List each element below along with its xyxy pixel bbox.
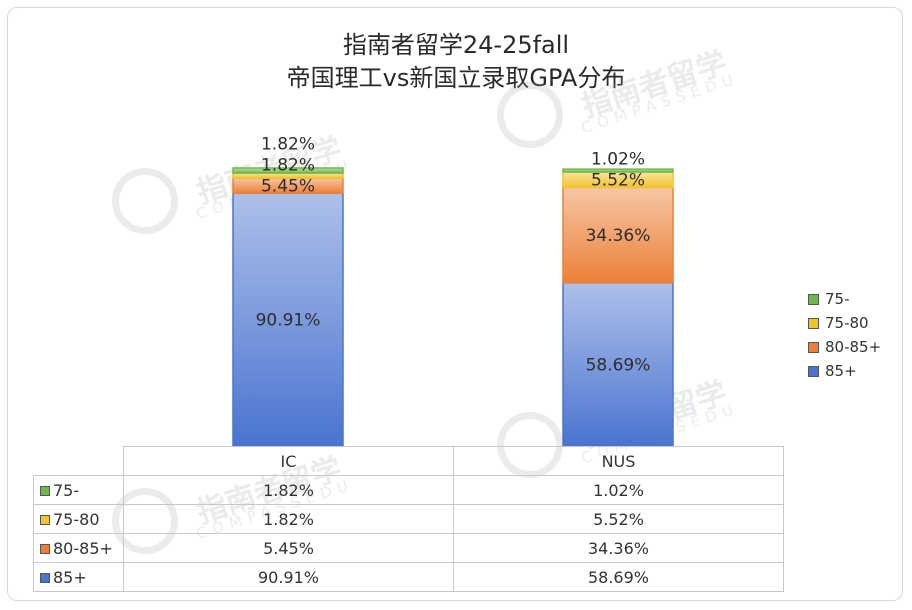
data-label-ic-1: 5.45% <box>261 177 315 197</box>
legend-item: 75- <box>808 287 881 311</box>
data-table: IC NUS 75- 1.82% 1.02% 75-80 1.82% 5.52% 80-85… <box>33 446 784 592</box>
table-cell-ic: 5.45% <box>123 533 454 563</box>
legend-item: 80-85+ <box>808 335 881 359</box>
table-cell-nus: 5.52% <box>453 504 784 534</box>
bar-segment-nus-1 <box>562 186 674 284</box>
chart-legend: 75- 75-80 80-85+ 85+ <box>808 287 881 383</box>
data-label-nus-0: 58.69% <box>586 355 651 375</box>
table-row-header: 80-85+ <box>33 533 124 563</box>
table-cell-nus: 34.36% <box>453 533 784 563</box>
legend-label: 80-85+ <box>825 338 882 356</box>
data-label-nus-2: 5.52% <box>591 171 645 191</box>
chart-title-line-1: 指南者留学24-25fall <box>342 31 570 59</box>
table-row-swatch <box>40 544 50 554</box>
table-row-label: 80-85+ <box>53 538 113 558</box>
table-cell-ic: 1.82% <box>123 475 454 505</box>
legend-swatch <box>808 341 819 353</box>
table-row-swatch <box>40 515 50 525</box>
table-cell-ic: 90.91% <box>123 562 454 592</box>
legend-label: 75- <box>825 290 850 308</box>
bar-segment-ic-0 <box>232 192 344 447</box>
table-row: 85+ 90.91% 58.69% <box>33 562 784 592</box>
table-row-header: 75-80 <box>33 504 124 534</box>
table-cell-nus: 1.02% <box>453 475 784 505</box>
table-cell-ic: 1.82% <box>123 504 454 534</box>
table-row-swatch <box>40 486 50 496</box>
table-row-label: 75-80 <box>53 509 100 529</box>
table-col-header-nus: NUS <box>453 446 784 476</box>
table-row-label: 85+ <box>53 567 87 587</box>
chart-title-line-2: 帝国理工vs新国立录取GPA分布 <box>286 64 626 92</box>
data-label-nus-3: 1.02% <box>591 150 645 170</box>
table-col-header-ic: IC <box>123 446 454 476</box>
legend-item: 75-80 <box>808 311 881 335</box>
table-row-header: 75- <box>33 475 124 505</box>
legend-label: 75-80 <box>825 314 869 332</box>
table-row: 75- 1.82% 1.02% <box>33 475 784 505</box>
table-row: 75-80 1.82% 5.52% <box>33 504 784 534</box>
table-row: 80-85+ 5.45% 34.36% <box>33 533 784 563</box>
legend-swatch <box>808 365 819 377</box>
legend-swatch <box>808 317 819 329</box>
table-corner <box>33 446 124 476</box>
table-row-swatch <box>40 573 50 583</box>
legend-swatch <box>808 293 819 305</box>
table-row-label: 75- <box>53 480 80 500</box>
data-label-nus-1: 34.36% <box>586 226 651 246</box>
data-label-ic-0: 90.91% <box>256 311 321 331</box>
table-cell-nus: 58.69% <box>453 562 784 592</box>
table-row-header: 85+ <box>33 562 124 592</box>
bar-segment-ic-3 <box>232 167 344 174</box>
legend-label: 85+ <box>825 362 857 380</box>
legend-item: 85+ <box>808 359 881 383</box>
data-label-ic-3: 1.82% <box>261 135 315 155</box>
data-label-ic-2: 1.82% <box>261 156 315 176</box>
bar-segment-nus-3 <box>562 168 674 173</box>
